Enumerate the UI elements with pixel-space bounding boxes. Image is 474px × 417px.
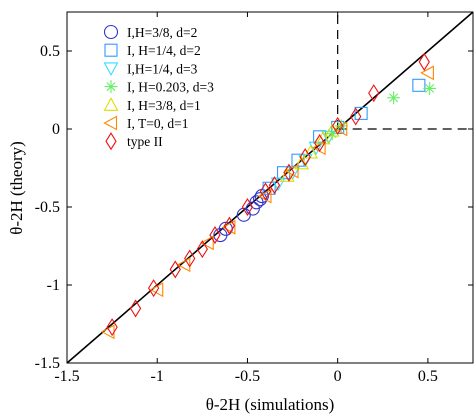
legend-marker — [105, 132, 117, 151]
legend-label: I,H=3/8, d=2 — [127, 25, 197, 40]
data-point — [200, 235, 214, 251]
legend-item: I, T=0, d=1 — [103, 115, 188, 131]
x-tick-label: -1 — [151, 368, 164, 385]
legend-label: type II — [127, 134, 163, 149]
data-point — [268, 176, 281, 195]
legend-marker — [103, 62, 119, 77]
data-point — [412, 78, 426, 92]
legend-item: I, H=1/4, d=2 — [104, 43, 201, 58]
data-point — [241, 197, 254, 217]
legend-item: type II — [105, 132, 163, 151]
data-point — [325, 127, 339, 141]
x-tick-label: 0 — [334, 368, 342, 385]
x-tick-label: -0.5 — [235, 368, 260, 385]
legend-marker — [104, 43, 118, 57]
data-point — [308, 141, 324, 156]
data-point — [223, 216, 236, 235]
data-point — [354, 106, 368, 120]
data-point — [259, 182, 272, 201]
y-tick-label: -1.5 — [35, 355, 60, 372]
legend-item: I,H=1/4, d=3 — [103, 61, 198, 77]
y-tick-label: -0.5 — [35, 199, 60, 216]
data-point — [221, 219, 236, 235]
data-point — [284, 163, 299, 179]
y-tick-label: -1 — [47, 277, 60, 294]
legend-label: I,H=1/4, d=3 — [127, 61, 198, 76]
legend-label: I, H=3/8, d=1 — [127, 98, 201, 113]
asterisk-stroke — [389, 93, 399, 103]
legend-label: I, H=0.203, d=3 — [127, 80, 214, 95]
data-point — [368, 84, 380, 103]
legend-item: I, H=3/8, d=1 — [103, 97, 201, 113]
data-point — [106, 318, 118, 337]
legend-item: I,H=3/8, d=2 — [103, 24, 197, 40]
x-tick-label: 0.5 — [418, 368, 438, 385]
data-point — [315, 130, 331, 145]
series-6-points — [106, 52, 430, 337]
legend-marker — [103, 97, 119, 111]
data-point — [332, 116, 344, 135]
data-point — [279, 168, 295, 182]
data-point — [387, 91, 401, 105]
legend-marker — [103, 24, 119, 40]
data-point — [169, 260, 181, 279]
data-point — [350, 107, 362, 126]
y-tick-label: 0.5 — [40, 43, 60, 60]
data-points — [100, 52, 437, 340]
legend-label: I, H=1/4, d=2 — [127, 43, 201, 58]
data-point — [176, 257, 191, 273]
data-point — [129, 299, 142, 318]
x-tick-label: -1.5 — [54, 368, 79, 385]
asterisk-stroke — [425, 83, 435, 93]
data-point — [283, 163, 295, 182]
legend-label: I, T=0, d=1 — [127, 116, 188, 131]
legend-marker — [104, 80, 118, 94]
data-point — [420, 65, 434, 81]
data-point — [299, 148, 311, 167]
data-point — [184, 249, 196, 268]
data-point — [418, 52, 430, 71]
data-point — [423, 81, 437, 95]
legend-item: I, H=0.203, d=3 — [104, 80, 214, 95]
y-axis-label: θ-2H (theory) — [7, 141, 26, 235]
legend: I,H=3/8, d=2 I, H=1/4, d=2 I,H=1/4, d=3 I, … — [103, 24, 214, 151]
y-axis-ticks: -1.5 -1 -0.5 0 0.5 — [35, 43, 473, 372]
series-5-points — [100, 65, 434, 340]
data-point — [294, 155, 310, 170]
data-point — [253, 192, 268, 207]
data-point — [196, 240, 208, 259]
identity-line — [66, 11, 474, 364]
dashed-lines — [337, 12, 473, 130]
identity-line-y-equals-x — [66, 11, 474, 364]
data-point — [147, 279, 160, 298]
data-point — [313, 134, 326, 153]
data-point — [333, 121, 348, 137]
legend-marker — [103, 115, 118, 131]
data-point — [209, 226, 221, 245]
data-point — [270, 177, 286, 192]
asterisk-stroke — [106, 82, 116, 92]
x-axis-label: θ-2H (simulations) — [206, 395, 335, 414]
y-tick-label: 0 — [52, 121, 60, 138]
data-point — [149, 282, 164, 298]
x-axis-ticks: -1.5 -1 -0.5 0 0.5 — [54, 12, 438, 385]
